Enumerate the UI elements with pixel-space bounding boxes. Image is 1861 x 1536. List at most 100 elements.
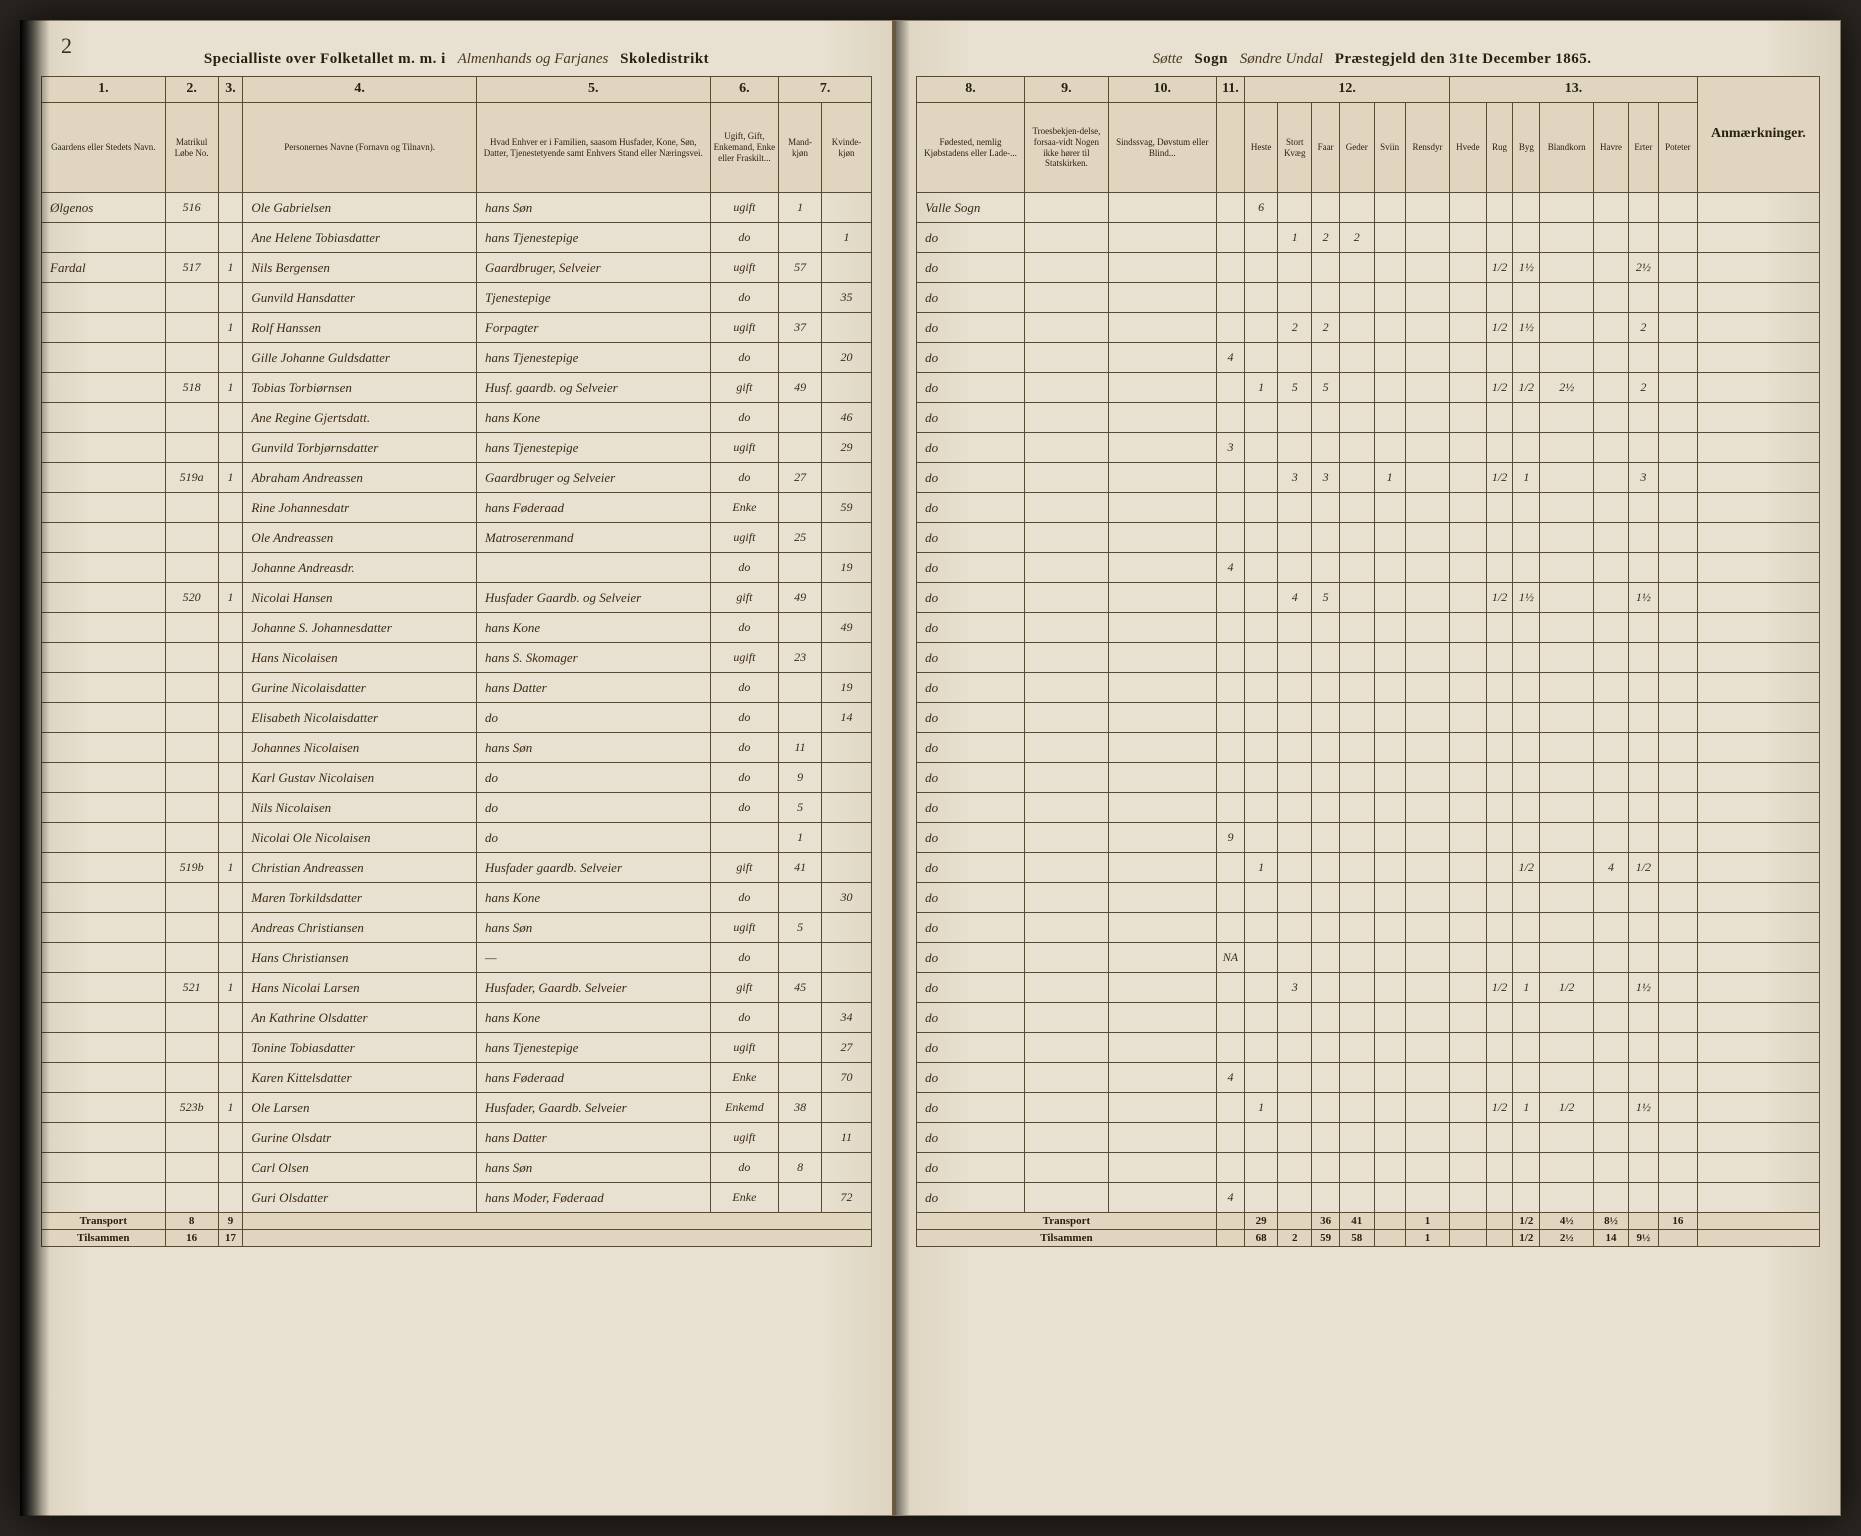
- fod-cell: do: [917, 283, 1025, 313]
- table-body-left: Ølgenos516Ole Gabrielsenhans Sønugift1An…: [42, 193, 872, 1213]
- sind-cell: [1108, 1123, 1216, 1153]
- header-sogn: Sogn: [1194, 51, 1228, 67]
- k-geder-cell: [1339, 913, 1374, 943]
- header-prefix: Specialliste over Folketallet m. m. i: [204, 51, 446, 67]
- u-hvede-cell: [1450, 283, 1487, 313]
- k-kvaeg-cell: [1278, 1093, 1312, 1123]
- u-bland-cell: [1540, 1153, 1594, 1183]
- census-book: 2 Specialliste over Folketallet m. m. i …: [20, 20, 1841, 1516]
- gaard-cell: [42, 553, 166, 583]
- k-heste-cell: [1245, 433, 1278, 463]
- k-faar-cell: [1312, 703, 1340, 733]
- u-bland-cell: [1540, 883, 1594, 913]
- sind-cell: [1108, 763, 1216, 793]
- u-byg-cell: [1513, 613, 1540, 643]
- tro-cell: [1024, 643, 1108, 673]
- u-erter-cell: [1628, 823, 1658, 853]
- anm-cell: [1697, 763, 1819, 793]
- gaard-cell: [42, 433, 166, 463]
- fam-cell: hans Moder, Føderaad: [476, 1183, 710, 1213]
- header-date: Præstegjeld den 31te December 1865.: [1335, 51, 1592, 67]
- u-rug-cell: [1486, 193, 1513, 223]
- u-poteter-cell: [1658, 1033, 1697, 1063]
- stand-cell: do: [710, 463, 779, 493]
- fod-cell: do: [917, 1183, 1025, 1213]
- tro-cell: [1024, 343, 1108, 373]
- u-rug-cell: [1486, 673, 1513, 703]
- navn-cell: Rolf Hanssen: [243, 313, 477, 343]
- table-row: Gunvild HansdatterTjenestepigedo35: [42, 283, 872, 313]
- book-edge-shadow: [20, 20, 50, 1516]
- u-havre-cell: [1594, 1033, 1629, 1063]
- c11-cell: [1216, 703, 1244, 733]
- tr-val-8: [1486, 1213, 1513, 1230]
- sind-cell: [1108, 943, 1216, 973]
- u-byg-cell: [1513, 1123, 1540, 1153]
- k-sviin-cell: [1374, 373, 1405, 403]
- u-erter-cell: [1628, 793, 1658, 823]
- k-geder-cell: [1339, 853, 1374, 883]
- navn-cell: Christian Andreassen: [243, 853, 477, 883]
- sub-11: [1216, 103, 1244, 193]
- k-faar-cell: [1312, 553, 1340, 583]
- u-hvede-cell: [1450, 853, 1487, 883]
- k-geder-cell: [1339, 823, 1374, 853]
- tro-cell: [1024, 523, 1108, 553]
- u-hvede-cell: [1450, 223, 1487, 253]
- fam-cell: hans Føderaad: [476, 493, 710, 523]
- u-rug-cell: 1/2: [1486, 1093, 1513, 1123]
- k-rens-cell: [1405, 373, 1449, 403]
- u-bland-cell: [1540, 793, 1594, 823]
- u-havre-cell: [1594, 313, 1629, 343]
- gaard-cell: [42, 673, 166, 703]
- u-hvede-cell: [1450, 943, 1487, 973]
- m-cell: [779, 703, 822, 733]
- tr-val-10: 4½: [1540, 1213, 1594, 1230]
- tr-val-12: [1628, 1213, 1658, 1230]
- col-11: 11.: [1216, 77, 1244, 103]
- m-cell: [779, 673, 822, 703]
- c-cell: [218, 553, 243, 583]
- m-cell: 5: [779, 793, 822, 823]
- gaard-cell: [42, 523, 166, 553]
- u-rug-cell: [1486, 1183, 1513, 1213]
- k-kvaeg-cell: 3: [1278, 973, 1312, 1003]
- k-rens-cell: [1405, 1153, 1449, 1183]
- fam-cell: hans Kone: [476, 883, 710, 913]
- u-byg-cell: [1513, 223, 1540, 253]
- k-rens-cell: [1405, 583, 1449, 613]
- u-bland-cell: [1540, 403, 1594, 433]
- k-sviin-cell: [1374, 403, 1405, 433]
- gaard-cell: [42, 493, 166, 523]
- c-cell: [218, 1033, 243, 1063]
- navn-cell: Nils Nicolaisen: [243, 793, 477, 823]
- k-heste-cell: [1245, 463, 1278, 493]
- m-cell: [779, 1063, 822, 1093]
- navn-cell: Gunvild Torbjørnsdatter: [243, 433, 477, 463]
- u-bland-cell: [1540, 583, 1594, 613]
- k-sviin-cell: [1374, 223, 1405, 253]
- k-cell: [821, 373, 871, 403]
- anm-cell: [1697, 643, 1819, 673]
- table-row: do: [917, 913, 1820, 943]
- k-heste-cell: 6: [1245, 193, 1278, 223]
- u-erter-cell: [1628, 1123, 1658, 1153]
- stand-cell: do: [710, 793, 779, 823]
- u-rug-cell: [1486, 823, 1513, 853]
- k-faar-cell: 2: [1312, 223, 1340, 253]
- k-heste-cell: [1245, 1123, 1278, 1153]
- tro-cell: [1024, 733, 1108, 763]
- c-cell: [218, 613, 243, 643]
- k-geder-cell: [1339, 763, 1374, 793]
- k-kvaeg-cell: [1278, 943, 1312, 973]
- table-row: Fardal5171Nils BergensenGaardbruger, Sel…: [42, 253, 872, 283]
- table-row: do: [917, 763, 1820, 793]
- transport-b: 8: [165, 1213, 218, 1230]
- u-erter-cell: 1½: [1628, 1093, 1658, 1123]
- tro-cell: [1024, 943, 1108, 973]
- u-havre-cell: [1594, 223, 1629, 253]
- u-poteter-cell: [1658, 523, 1697, 553]
- table-row: do: [917, 1153, 1820, 1183]
- u-erter-cell: [1628, 673, 1658, 703]
- c-cell: 1: [218, 973, 243, 1003]
